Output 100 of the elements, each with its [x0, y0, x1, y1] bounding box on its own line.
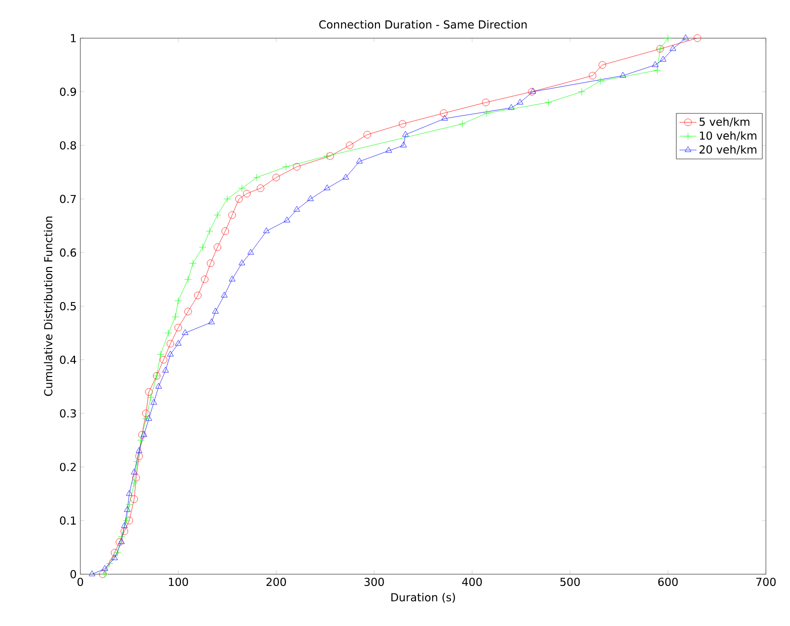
point — [653, 66, 661, 74]
point — [508, 104, 514, 110]
point — [110, 548, 118, 556]
point — [221, 292, 228, 298]
point — [138, 430, 146, 438]
y-tick-label: 0.5 — [60, 302, 76, 310]
point — [441, 114, 448, 120]
point — [578, 88, 586, 96]
x-tick-label: 300 — [364, 578, 384, 586]
point — [175, 340, 182, 346]
legend-label: 5 veh/km — [700, 117, 750, 127]
point — [133, 458, 141, 466]
point — [199, 243, 206, 251]
point — [137, 436, 145, 444]
point — [326, 152, 334, 160]
point — [140, 430, 148, 437]
point — [263, 227, 270, 233]
y-tick-label: 0.9 — [60, 87, 76, 96]
point — [284, 216, 290, 222]
point — [166, 340, 174, 348]
point — [132, 474, 140, 482]
point — [238, 259, 246, 266]
point — [598, 61, 606, 68]
y-tick-label: 0.7 — [60, 194, 76, 203]
point — [293, 162, 300, 170]
x-tick-label: 0 — [78, 578, 84, 586]
point — [130, 468, 138, 474]
point — [346, 141, 354, 149]
point — [146, 414, 152, 420]
point — [620, 72, 626, 78]
y-tick-label: 0.3 — [60, 409, 76, 418]
x-tick-label: 700 — [756, 578, 776, 586]
point — [516, 98, 524, 104]
point — [150, 398, 157, 404]
point — [402, 130, 409, 136]
point — [130, 479, 138, 487]
point — [142, 409, 150, 417]
y-tick-label: 0.2 — [60, 462, 76, 471]
point — [235, 195, 243, 202]
point — [596, 77, 604, 85]
point — [238, 184, 246, 192]
point — [200, 275, 208, 283]
point — [174, 296, 182, 304]
point — [294, 206, 300, 212]
point — [130, 495, 138, 503]
chart-title: Connection Duration - Same Direction — [319, 20, 527, 28]
y-tick-label: 0.4 — [60, 355, 76, 364]
x-tick-label: 100 — [168, 578, 188, 586]
point — [106, 560, 114, 567]
point — [142, 414, 150, 422]
point — [282, 162, 290, 170]
point — [120, 527, 128, 535]
point — [214, 243, 222, 251]
point — [400, 141, 407, 148]
point — [184, 308, 192, 316]
point — [228, 211, 236, 219]
x-tick-label: 400 — [462, 578, 482, 586]
point — [206, 259, 214, 267]
point — [164, 329, 172, 336]
point — [212, 308, 219, 314]
y-tick-label: 0.6 — [60, 248, 76, 257]
point — [228, 275, 236, 282]
point — [386, 146, 392, 152]
point — [118, 538, 125, 544]
x-axis-title: Duration (s) — [391, 592, 455, 603]
legend-label: 20 veh/km — [700, 144, 756, 154]
point — [544, 98, 552, 106]
y-tick-label: 0.8 — [60, 141, 76, 150]
point — [172, 312, 180, 320]
point — [124, 506, 131, 512]
point — [121, 522, 128, 528]
point — [588, 72, 596, 80]
y-tick-label: 0 — [70, 570, 76, 578]
point — [342, 174, 349, 180]
point — [126, 490, 133, 496]
legend-label: 10 veh/km — [700, 131, 756, 140]
x-tick-label: 200 — [266, 578, 286, 586]
point — [145, 388, 153, 396]
point — [206, 227, 214, 235]
point — [126, 500, 133, 508]
point — [135, 452, 143, 460]
point — [272, 174, 280, 182]
point — [252, 174, 260, 182]
point — [660, 56, 666, 62]
point — [364, 130, 371, 138]
point — [155, 382, 162, 388]
point — [147, 393, 155, 401]
point — [356, 158, 363, 164]
point — [222, 227, 229, 235]
point — [483, 109, 490, 117]
point — [102, 564, 108, 571]
point — [208, 318, 215, 324]
point — [189, 259, 197, 267]
point — [194, 292, 202, 299]
point — [160, 356, 168, 364]
point — [116, 538, 124, 546]
point — [398, 120, 406, 128]
point — [482, 98, 490, 106]
point — [323, 152, 331, 160]
point — [111, 554, 118, 560]
